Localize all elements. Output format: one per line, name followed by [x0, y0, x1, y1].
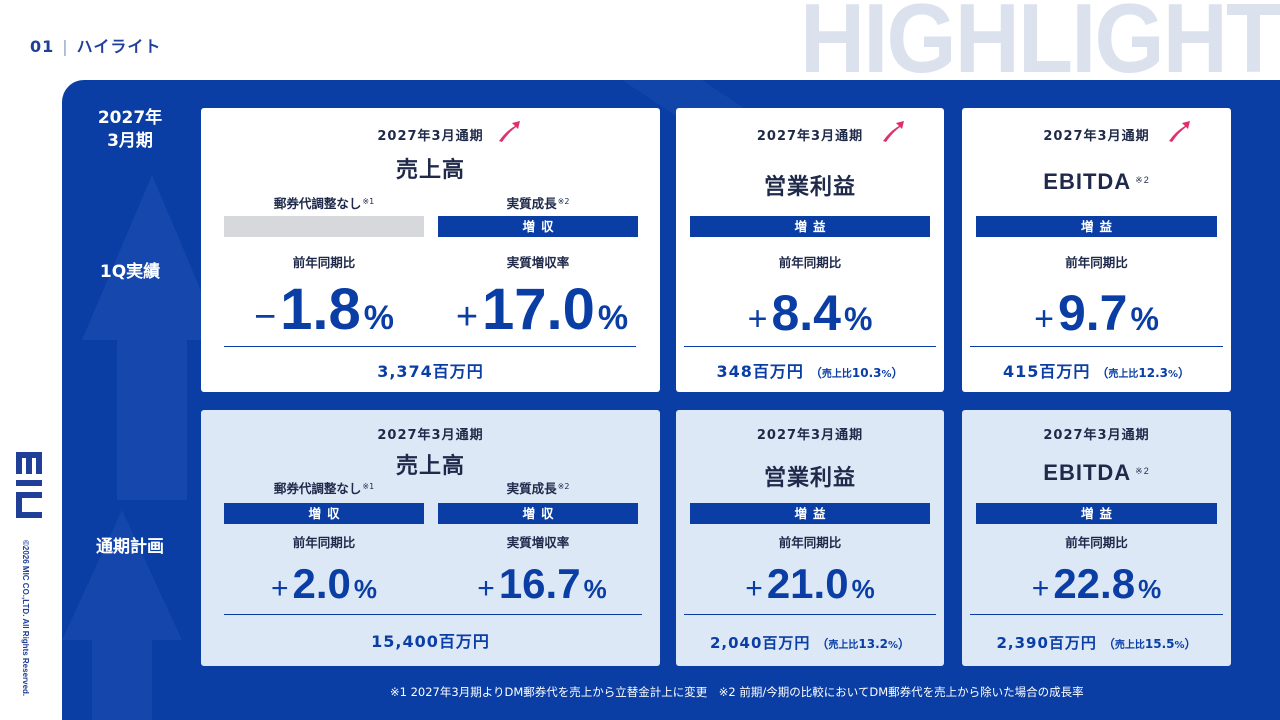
amount: 2,040百万円 （売上比13.2%） [709, 634, 911, 652]
yoy-value: +22.8% [1031, 560, 1162, 607]
real-growth-rate-label: 実質増収率 [506, 535, 570, 550]
card-q1-sales: 2027年3月通期 売上高 郵券代調整なし※1 実質成長※2 増収 前年同期比 … [201, 108, 660, 392]
amount: 2,390百万円 （売上比15.5%） [996, 634, 1197, 652]
revenue-up-badge: 増収 [438, 503, 638, 524]
yoy-label: 前年同期比 [778, 255, 842, 270]
profit-up-badge: 増益 [690, 216, 930, 237]
real-growth-value: +17.0% [455, 277, 629, 342]
card-title: 営業利益 [763, 175, 856, 200]
card-title: 売上高 [395, 158, 465, 183]
yoy-value: −1.8% [253, 277, 395, 342]
card-period: 2027年3月通期 [756, 428, 864, 443]
yoy-label: 前年同期比 [1065, 535, 1128, 550]
section-label: 01 | ハイライト [30, 33, 161, 57]
mic-logo [16, 452, 42, 518]
card-title: EBITDA ※2 [1043, 169, 1150, 194]
profit-up-badge: 増益 [976, 216, 1217, 237]
card-period: 2027年3月通期 [756, 129, 864, 144]
amount: 348百万円 （売上比10.3%） [716, 362, 904, 381]
card-plan-sales: 2027年3月通期 売上高 郵券代調整なし※1 実質成長※2 増収 増収 前年同… [201, 410, 660, 666]
yoy-label: 前年同期比 [292, 255, 356, 270]
card-period: 2027年3月通期 [1043, 129, 1150, 144]
yoy-value: +8.4% [747, 285, 873, 341]
trend-up-arrow-icon [1169, 121, 1190, 142]
amount: 415百万円 （売上比12.3%） [1002, 362, 1191, 381]
real-growth-label: 実質成長※2 [506, 481, 570, 496]
section-separator: | [62, 37, 69, 56]
card-title: 売上高 [395, 454, 465, 479]
copyright-vertical: ©2026 MIC CO.,LTD. All Rights Reserved. [21, 540, 30, 697]
card-title: 営業利益 [763, 466, 856, 491]
no-adjustment-label: 郵券代調整なし※1 [273, 196, 375, 211]
card-q1-operating-profit: 2027年3月通期 営業利益 増益 前年同期比 +8.4% 348百万円 （売上比… [676, 108, 944, 392]
yoy-value: +9.7% [1034, 285, 1159, 341]
card-plan-ebitda: 2027年3月通期 EBITDA ※2 増益 前年同期比 +22.8% 2,390… [962, 410, 1231, 666]
real-growth-value: +16.7% [477, 560, 607, 607]
divider [684, 346, 936, 347]
divider [224, 614, 642, 615]
footnote: ※1 2027年3月期よりDM郵券代を売上から立替金計上に変更 ※2 前期/今期… [390, 685, 1084, 699]
real-growth-rate-label: 実質増収率 [506, 255, 570, 270]
card-plan-operating-profit: 2027年3月通期 営業利益 増益 前年同期比 +21.0% 2,040百万円（… [676, 410, 944, 666]
card-period: 2027年3月通期 [377, 428, 484, 443]
yoy-label: 前年同期比 [292, 535, 356, 550]
card-title: EBITDA ※2 [1043, 460, 1150, 485]
card-q1-ebitda: 2027年3月通期 EBITDA ※2 増益 前年同期比 +9.7% 415百万円… [962, 108, 1231, 392]
amount: 15,400百万円 [371, 632, 490, 651]
yoy-label: 前年同期比 [1065, 255, 1128, 270]
blank-badge [224, 216, 424, 237]
trend-up-arrow-icon [499, 121, 520, 142]
no-adjustment-label: 郵券代調整なし※1 [273, 481, 375, 496]
yoy-label: 前年同期比 [778, 535, 842, 550]
fiscal-period-label: 2027年 3月期 [97, 108, 163, 151]
divider [684, 614, 936, 615]
revenue-up-badge: 増収 [438, 216, 638, 237]
profit-up-badge: 増益 [690, 503, 930, 524]
trend-up-arrow-icon [883, 121, 904, 142]
divider [224, 346, 636, 347]
real-growth-label: 実質成長※2 [506, 196, 570, 211]
yoy-value: +2.0% [270, 560, 378, 607]
revenue-up-badge: 増収 [224, 503, 424, 524]
profit-up-badge: 増益 [976, 503, 1217, 524]
section-number: 01 [30, 37, 55, 56]
card-period: 2027年3月通期 [1043, 428, 1150, 443]
section-title: ハイライト [76, 37, 162, 56]
divider [970, 614, 1223, 615]
divider [970, 346, 1223, 347]
card-period: 2027年3月通期 [377, 129, 484, 144]
background-word: HIGHLIGHT [800, 0, 1280, 93]
q1-results-label: 1Q実績 [99, 262, 161, 282]
full-year-plan-label: 通期計画 [96, 537, 164, 557]
yoy-value: +21.0% [745, 560, 875, 607]
amount: 3,374百万円 [377, 362, 484, 381]
